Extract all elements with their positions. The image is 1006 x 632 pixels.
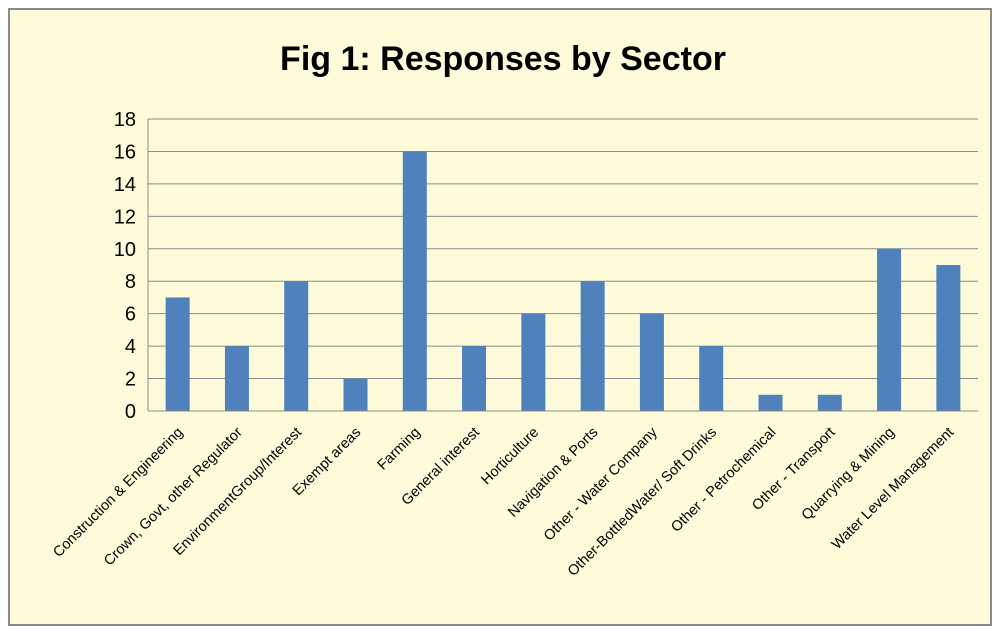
bar [639, 313, 664, 411]
y-tick-label: 0 [125, 401, 136, 423]
bar [402, 151, 427, 411]
x-tick-label: Water Level Management [829, 425, 957, 553]
x-tick-label: Farming [375, 425, 424, 474]
chart-title: Fig 1: Responses by Sector [280, 40, 726, 78]
x-tick-label: EnvironmentGroup/Interest [171, 425, 305, 559]
y-tick-label: 6 [125, 304, 136, 326]
bar [343, 378, 368, 411]
y-tick-label: 14 [114, 174, 136, 196]
bar [521, 313, 546, 411]
y-axis: 0 2 4 6 8 10 12 14 16 18 [114, 109, 149, 423]
gridlines [148, 118, 978, 412]
x-tick-label: Horticulture [478, 425, 542, 489]
bar [758, 394, 783, 411]
bar [165, 297, 190, 411]
bar [580, 281, 605, 411]
bar [462, 346, 487, 411]
y-tick-label: 12 [114, 206, 136, 228]
y-tick-label: 4 [125, 336, 136, 358]
x-tick-label: Other - Petrochemical [668, 425, 779, 536]
y-tick-label: 18 [114, 109, 136, 131]
bars [165, 151, 961, 411]
y-tick-label: 16 [114, 141, 136, 163]
bar [936, 265, 961, 411]
bar [817, 394, 842, 411]
y-tick-label: 8 [125, 271, 136, 293]
bar [877, 248, 902, 411]
x-tick-label: Other - Water Company [541, 424, 661, 544]
y-tick-label: 10 [114, 239, 136, 261]
y-tick-label: 2 [125, 369, 136, 391]
bar [699, 346, 724, 411]
bar [284, 281, 309, 411]
bar [224, 346, 249, 411]
